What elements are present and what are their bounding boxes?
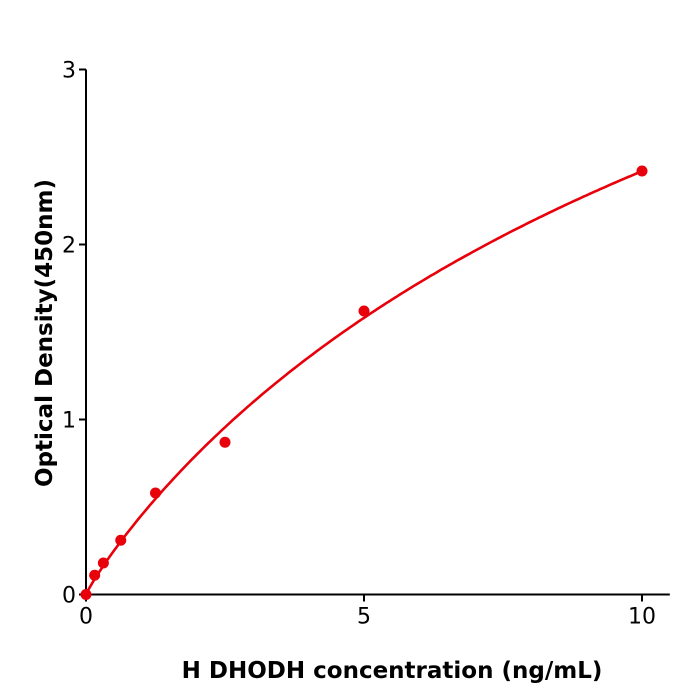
fit-curve-layer [84,170,643,596]
fit-curve [84,170,643,596]
data-point [97,557,109,569]
data-point [150,487,161,499]
data-point [89,569,101,581]
y-tick-label: 3 [62,59,76,84]
x-tick-label: 10 [628,605,656,630]
y-axis-label: Optical Density(450nm) [32,179,58,487]
axes: 0 5 10 0 1 2 3 [62,59,670,630]
y-tick-label: 1 [62,409,76,434]
x-tick-label: 5 [357,605,371,630]
x-tick-label: 0 [79,605,93,630]
y-tick-label: 0 [62,584,76,609]
data-point [80,589,92,600]
data-point [358,305,370,317]
data-point [636,165,648,177]
data-point [115,534,127,546]
x-axis-label: H DHODH concentration (ng/mL) [182,658,603,684]
y-tick-label: 2 [62,234,76,259]
data-point [219,436,231,448]
points-layer [80,165,648,600]
